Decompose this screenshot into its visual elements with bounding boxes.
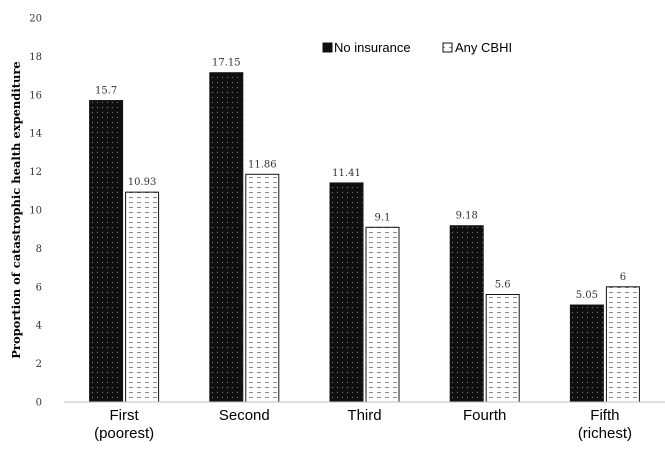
bar-no-insurance: [209, 72, 244, 403]
legend: No insurance Any CBHI: [322, 40, 512, 55]
y-tick-label: 10: [29, 206, 42, 217]
y-tick-label: 4: [36, 321, 42, 332]
y-tick-label: 16: [29, 90, 42, 101]
x-category-label: Third: [347, 407, 381, 424]
data-label-no-insurance: 11.41: [332, 168, 361, 179]
x-category-label: Fifth: [590, 407, 619, 424]
legend-swatch-any-cbhi: [442, 42, 453, 53]
y-tick-label: 18: [29, 52, 42, 63]
x-category-label: First: [110, 407, 140, 424]
data-label-any-cbhi: 5.6: [495, 279, 511, 290]
bar-no-insurance: [449, 225, 484, 403]
x-category-label: Fourth: [463, 407, 506, 424]
y-tick-label: 20: [29, 14, 42, 25]
y-tick-label: 6: [36, 282, 42, 293]
bar-no-insurance: [329, 182, 364, 403]
data-label-no-insurance: 5.05: [576, 290, 598, 301]
legend-label-any-cbhi: Any CBHI: [455, 40, 512, 55]
data-label-any-cbhi: 9.1: [375, 212, 391, 223]
bar-any-cbhi: [365, 226, 400, 403]
y-tick-label: 0: [36, 398, 42, 409]
bars: [89, 72, 640, 403]
bar-no-insurance: [569, 304, 604, 403]
x-category-label: Second: [219, 407, 270, 424]
bar-any-cbhi: [605, 286, 640, 403]
y-tick-label: 8: [36, 244, 42, 255]
data-labels: 15.7 10.93 17.15 11.86 11.41 9.1 9.18 5.6 5.05 6: [95, 58, 626, 301]
legend-swatch-no-insurance: [322, 42, 333, 53]
y-tick-label: 2: [36, 359, 42, 370]
x-category-label: (richest): [578, 425, 632, 442]
bar-any-cbhi: [245, 173, 280, 403]
y-tick-label: 12: [29, 167, 42, 178]
bar-no-insurance: [89, 100, 124, 403]
y-tick-label: 14: [29, 129, 42, 140]
legend-label-no-insurance: No insurance: [334, 40, 411, 55]
y-axis-label: Proportion of catastrophic health expend…: [9, 61, 23, 359]
y-axis-ticks: 0 2 4 6 8 10 12 14 16 18 20: [29, 14, 42, 409]
x-category-label: (poorest): [94, 425, 154, 442]
data-label-no-insurance: 17.15: [212, 58, 241, 69]
data-label-any-cbhi: 10.93: [128, 177, 157, 188]
data-label-no-insurance: 15.7: [95, 86, 117, 97]
data-label-any-cbhi: 11.86: [248, 159, 277, 170]
bar-any-cbhi: [485, 293, 520, 403]
data-label-any-cbhi: 6: [620, 272, 626, 283]
x-axis-categories: First(poorest) Second Third Fourth Fifth(ric…: [94, 407, 632, 442]
data-label-no-insurance: 9.18: [456, 211, 478, 222]
bar-any-cbhi: [125, 191, 160, 403]
